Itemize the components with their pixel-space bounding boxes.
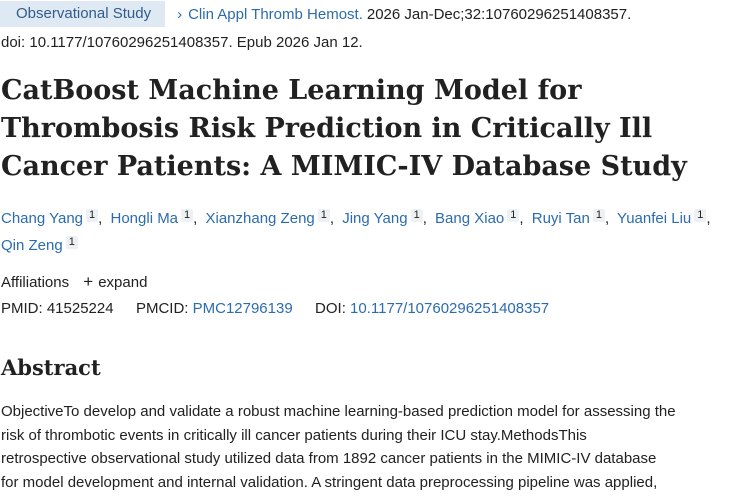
- author-item: Chang Yang 1,: [1, 209, 106, 227]
- abstract-line: for model development and internal valid…: [1, 473, 658, 491]
- author-link[interactable]: Qin Zeng: [1, 237, 63, 254]
- author-separator: ,: [519, 210, 524, 227]
- affiliation-number[interactable]: 1: [507, 209, 520, 222]
- pmid-label: PMID:: [1, 300, 43, 317]
- author-item: Hongli Ma 1,: [110, 209, 202, 227]
- author-link[interactable]: Hongli Ma: [110, 210, 179, 227]
- doi-epub-line: doi: 10.1177/10760296251408357. Epub 202…: [1, 34, 363, 51]
- citation-bar: Observational Study › Clin Appl Thromb H…: [0, 0, 750, 28]
- author-separator: ,: [329, 210, 335, 227]
- author-link[interactable]: Xianzhang Zeng: [205, 210, 315, 227]
- author-separator: ,: [193, 210, 198, 227]
- author-link[interactable]: Bang Xiao: [435, 210, 505, 227]
- expand-label: expand: [98, 274, 148, 291]
- plus-icon: +: [83, 272, 94, 291]
- abstract-line: ObjectiveTo develop and validate a robus…: [1, 403, 676, 420]
- affiliations-label: Affiliations: [1, 274, 70, 291]
- author-list: Chang Yang 1, Hongli Ma 1, Xianzhang Zeng 1…: [1, 205, 746, 259]
- author-separator: ,: [98, 210, 103, 227]
- affiliation-number[interactable]: 1: [410, 209, 423, 222]
- citation-text: 2026 Jan-Dec;32:10760296251408357.: [366, 5, 632, 23]
- affiliation-number[interactable]: 1: [317, 209, 330, 222]
- author-item: Xianzhang Zeng 1,: [205, 209, 339, 227]
- chevron-right-icon: ›: [177, 5, 183, 23]
- abstract-heading: Abstract: [1, 355, 101, 380]
- article-title: CatBoost Machine Learning Model for Thro…: [1, 75, 687, 182]
- author-link[interactable]: Yuanfei Liu: [617, 210, 692, 227]
- affiliations-row: Affiliations + expand: [1, 272, 147, 292]
- author-link[interactable]: Jing Yang: [342, 210, 408, 227]
- doi-label: DOI:: [315, 300, 346, 317]
- author-separator: ,: [604, 210, 610, 227]
- pmcid-link[interactable]: PMC12796139: [192, 300, 293, 317]
- author-item: Ruyi Tan 1,: [531, 209, 613, 227]
- affiliation-number[interactable]: 1: [181, 209, 194, 222]
- pmid-value: 41525224: [46, 300, 114, 317]
- author-separator: ,: [422, 210, 427, 227]
- affiliation-number[interactable]: 1: [694, 209, 707, 222]
- article-type-badge[interactable]: Observational Study: [0, 1, 166, 27]
- author-item: Qin Zeng 1: [1, 236, 78, 254]
- expand-affiliations-button[interactable]: + expand: [83, 272, 148, 291]
- author-item: Jing Yang 1,: [342, 209, 431, 227]
- author-separator: ,: [706, 210, 711, 227]
- doi-link[interactable]: 10.1177/10760296251408357: [350, 300, 550, 317]
- affiliation-number[interactable]: 1: [86, 209, 99, 222]
- abstract-text: ObjectiveTo develop and validate a robus…: [1, 400, 750, 494]
- author-item: Yuanfei Liu 1,: [617, 209, 715, 227]
- abstract-line: retrospective observational study utiliz…: [1, 450, 657, 467]
- author-item: Bang Xiao 1,: [435, 209, 528, 227]
- affiliation-number[interactable]: 1: [592, 209, 605, 222]
- abstract-line: risk of thrombotic events in critically …: [1, 426, 587, 444]
- author-link[interactable]: Ruyi Tan: [531, 210, 590, 227]
- affiliation-number[interactable]: 1: [65, 236, 78, 249]
- journal-link[interactable]: Clin Appl Thromb Hemost.: [188, 5, 363, 23]
- author-link[interactable]: Chang Yang: [1, 210, 84, 227]
- identifiers-row: PMID: 41525224 PMCID: PMC12796139 DOI: 1…: [1, 300, 549, 317]
- pmcid-label: PMCID:: [135, 300, 189, 317]
